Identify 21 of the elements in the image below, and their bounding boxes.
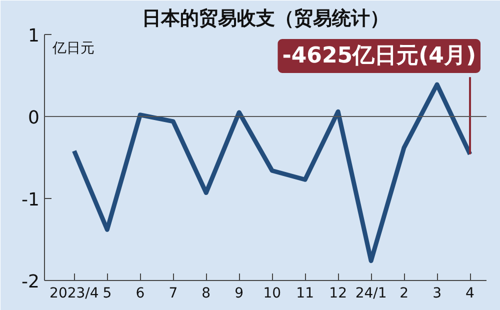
x-tick-label: 24/1 xyxy=(355,286,387,302)
x-tick-label: 7 xyxy=(168,286,178,302)
y-tick-label: 1 xyxy=(28,26,40,46)
x-tick-label: 4 xyxy=(466,286,475,302)
y-tick-label: -2 xyxy=(22,272,40,292)
x-tick-label: 12 xyxy=(329,286,347,302)
line-series xyxy=(72,82,472,264)
y-tick-label: -1 xyxy=(22,190,40,210)
x-tick-label: 8 xyxy=(202,286,211,302)
x-tick-label: 3 xyxy=(432,286,442,302)
y-tick-label: 0 xyxy=(28,108,40,128)
x-tick-label: 5 xyxy=(102,286,112,302)
x-tick-label: 9 xyxy=(234,286,244,302)
annotation: -4625亿日元(4月) xyxy=(282,44,476,68)
x-tick-label: 11 xyxy=(296,286,314,302)
y-axis-title: 亿日元 xyxy=(52,40,94,56)
x-tick-label: 2023/4 xyxy=(50,286,99,302)
x-tick-label: 10 xyxy=(263,286,282,302)
chart-title: 日本的贸易收支（贸易统计） xyxy=(142,8,389,30)
x-tick-label: 6 xyxy=(136,286,145,302)
x-tick-label: 2 xyxy=(400,286,409,302)
